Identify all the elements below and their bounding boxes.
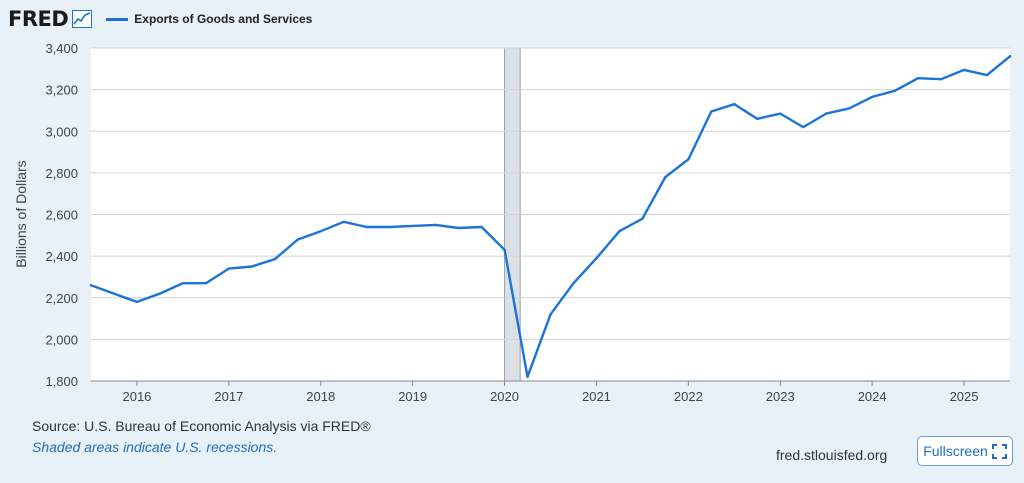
x-tick-label: 2019 (398, 389, 427, 404)
data-point (273, 258, 276, 261)
data-point (893, 89, 897, 92)
x-tick-label: 2021 (582, 389, 611, 404)
x-tick-label: 2017 (214, 389, 243, 404)
y-tick-label: 1,800 (45, 374, 78, 389)
legend: Exports of Goods and Services (106, 12, 312, 26)
fullscreen-label: Fullscreen (923, 443, 988, 459)
header: FRED Exports of Goods and Services (8, 6, 312, 32)
y-tick-label: 2,000 (45, 332, 78, 347)
x-tick-label: 2022 (674, 389, 703, 404)
data-point (227, 267, 231, 270)
y-tick-label: 2,800 (45, 166, 78, 181)
data-point (916, 76, 920, 80)
source-note: Source: U.S. Bureau of Economic Analysis… (32, 418, 371, 434)
y-tick-label: 2,600 (45, 208, 78, 223)
data-point (1008, 55, 1012, 58)
y-tick-label: 3,400 (45, 41, 78, 56)
data-point (342, 220, 345, 223)
data-point (434, 223, 437, 227)
data-point (365, 225, 368, 229)
data-point (411, 224, 414, 228)
data-point (572, 281, 575, 285)
line-chart: 1,800 2,000 2,200 2,400 2,600 2,800 3,000 3,200… (13, 41, 1012, 404)
data-point (939, 78, 943, 81)
data-point (756, 117, 759, 120)
data-point (250, 265, 254, 268)
x-tick-label: 2025 (950, 389, 979, 404)
recession-note: Shaded areas indicate U.S. recessions. (32, 439, 278, 455)
data-point (319, 229, 322, 233)
data-point (480, 225, 483, 229)
x-tick-label: 2023 (766, 389, 795, 404)
legend-swatch (106, 17, 129, 21)
data-point (641, 217, 644, 220)
data-point (802, 125, 805, 129)
data-point (664, 175, 667, 179)
data-point (847, 107, 851, 110)
data-point (112, 292, 116, 295)
data-point (549, 313, 552, 316)
data-point (89, 284, 93, 287)
fullscreen-button[interactable]: Fullscreen (917, 436, 1013, 466)
data-point (503, 248, 506, 252)
x-tick-label: 2016 (122, 389, 151, 404)
y-tick-label: 2,200 (45, 291, 78, 306)
data-point (296, 238, 299, 241)
data-point (962, 68, 966, 72)
x-tick-label: 2024 (858, 389, 887, 404)
y-tick-label: 2,400 (45, 249, 78, 264)
fred-logo[interactable]: FRED (8, 7, 69, 31)
site-url[interactable]: fred.stlouisfed.org (776, 447, 888, 463)
data-point (779, 112, 782, 115)
data-point (526, 375, 529, 379)
data-point (985, 73, 989, 77)
y-axis-label: Billions of Dollars (13, 160, 29, 267)
fullscreen-icon (991, 443, 1007, 459)
data-point (618, 229, 621, 233)
data-point (733, 102, 736, 106)
x-tick-label: 2020 (490, 389, 519, 404)
data-point (388, 225, 391, 229)
data-point (710, 110, 713, 113)
x-tick-label: 2018 (306, 389, 335, 404)
data-point (595, 257, 598, 260)
y-tick-label: 3,000 (45, 124, 78, 139)
fred-logo-chart-icon (72, 10, 93, 28)
y-tick-label: 3,200 (45, 83, 78, 98)
legend-label: Exports of Goods and Services (134, 12, 313, 26)
data-point (158, 292, 162, 295)
data-point (457, 226, 460, 230)
data-point (181, 281, 185, 285)
data-point (870, 95, 874, 99)
data-point (204, 281, 208, 285)
data-point (135, 300, 139, 304)
data-point (687, 158, 690, 161)
data-point (825, 112, 828, 115)
